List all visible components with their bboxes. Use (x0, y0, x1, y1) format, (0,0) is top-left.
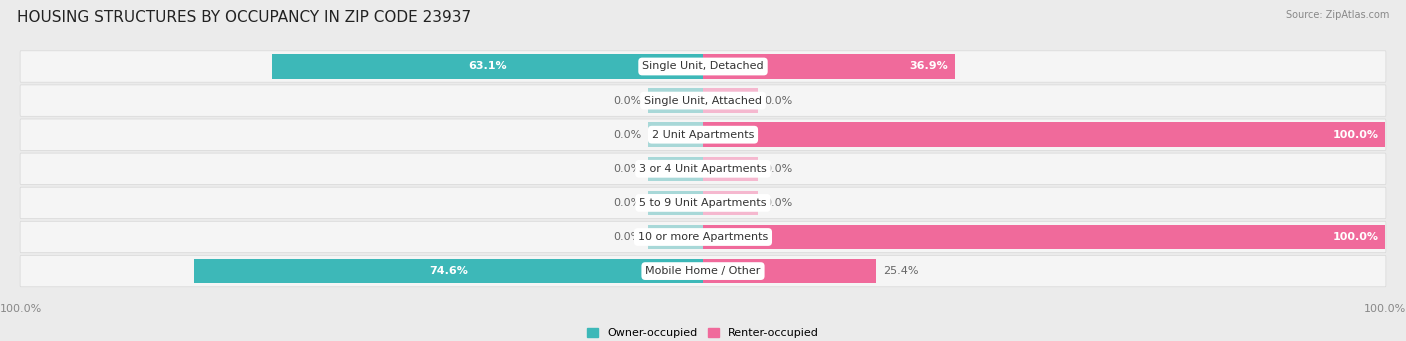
Bar (703, 225, 1385, 249)
Bar (648, 191, 703, 215)
Text: 2 Unit Apartments: 2 Unit Apartments (652, 130, 754, 140)
Text: 5 to 9 Unit Apartments: 5 to 9 Unit Apartments (640, 198, 766, 208)
Legend: Owner-occupied, Renter-occupied: Owner-occupied, Renter-occupied (582, 323, 824, 341)
FancyBboxPatch shape (20, 119, 1386, 150)
Text: 0.0%: 0.0% (613, 232, 641, 242)
Bar (703, 157, 758, 181)
Bar (194, 259, 703, 283)
Text: Single Unit, Attached: Single Unit, Attached (644, 95, 762, 106)
Text: Mobile Home / Other: Mobile Home / Other (645, 266, 761, 276)
Bar (648, 157, 703, 181)
FancyBboxPatch shape (20, 255, 1386, 287)
FancyBboxPatch shape (20, 85, 1386, 116)
Text: 0.0%: 0.0% (613, 164, 641, 174)
Text: 74.6%: 74.6% (429, 266, 468, 276)
Text: 100.0%: 100.0% (1333, 232, 1378, 242)
Bar (703, 54, 955, 79)
Text: 36.9%: 36.9% (910, 61, 948, 72)
Text: 10 or more Apartments: 10 or more Apartments (638, 232, 768, 242)
Text: 0.0%: 0.0% (613, 130, 641, 140)
Bar (648, 225, 703, 249)
Bar (703, 122, 1385, 147)
Text: 0.0%: 0.0% (613, 95, 641, 106)
Bar (703, 259, 876, 283)
Text: 100.0%: 100.0% (1333, 130, 1378, 140)
FancyBboxPatch shape (20, 51, 1386, 82)
Bar (703, 88, 758, 113)
Text: 25.4%: 25.4% (883, 266, 918, 276)
FancyBboxPatch shape (20, 153, 1386, 184)
Text: 0.0%: 0.0% (765, 198, 793, 208)
Bar (703, 191, 758, 215)
Text: 63.1%: 63.1% (468, 61, 508, 72)
Bar (648, 88, 703, 113)
Bar (648, 122, 703, 147)
Text: 0.0%: 0.0% (765, 95, 793, 106)
FancyBboxPatch shape (20, 187, 1386, 219)
Text: Source: ZipAtlas.com: Source: ZipAtlas.com (1285, 10, 1389, 20)
Text: 0.0%: 0.0% (613, 198, 641, 208)
Text: Single Unit, Detached: Single Unit, Detached (643, 61, 763, 72)
Text: HOUSING STRUCTURES BY OCCUPANCY IN ZIP CODE 23937: HOUSING STRUCTURES BY OCCUPANCY IN ZIP C… (17, 10, 471, 25)
Bar (273, 54, 703, 79)
FancyBboxPatch shape (20, 221, 1386, 253)
Text: 0.0%: 0.0% (765, 164, 793, 174)
Text: 3 or 4 Unit Apartments: 3 or 4 Unit Apartments (640, 164, 766, 174)
